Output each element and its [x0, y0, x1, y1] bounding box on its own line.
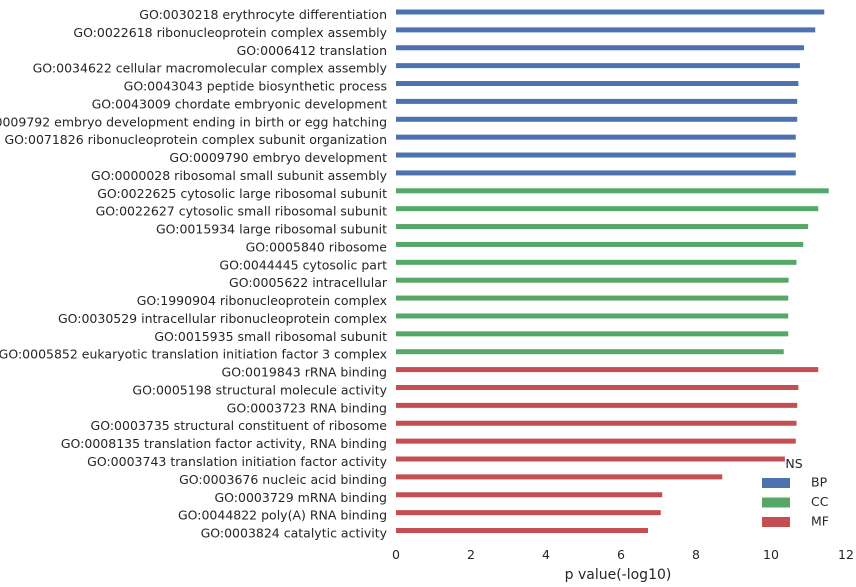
category-label: GO:0022625 cytosolic large ribosomal sub…: [97, 186, 387, 201]
category-label: GO:0005198 structural molecule activity: [132, 382, 387, 397]
category-label: GO:0019843 rRNA binding: [222, 365, 387, 380]
category-label: GO:0044445 cytosolic part: [219, 257, 387, 272]
bar-cc: [396, 241, 804, 247]
category-label: GO:0034622 cellular macromolecular compl…: [33, 61, 388, 76]
bar-mf: [396, 367, 819, 373]
category-label: GO:0005852 eukaryotic translation initia…: [0, 347, 387, 362]
category-label: GO:0003735 structural constituent of rib…: [91, 418, 388, 433]
category-label: GO:0015934 large ribosomal subunit: [156, 222, 387, 237]
x-tick-label: 4: [542, 547, 550, 562]
category-label: GO:0071826 ribonucleoprotein complex sub…: [4, 132, 387, 147]
bar-cc: [396, 331, 789, 337]
legend-title: NS: [785, 456, 802, 471]
category-label: GO:0005840 ribosome: [246, 239, 388, 254]
bar-cc: [396, 188, 829, 194]
category-label: GO:0003743 translation initiation factor…: [87, 454, 387, 469]
category-label: GO:0015935 small ribosomal subunit: [154, 329, 387, 344]
bar-mf: [396, 384, 799, 390]
x-tick-label: 8: [692, 547, 700, 562]
category-label: GO:0008135 translation factor activity, …: [61, 436, 387, 451]
category-label: GO:0044822 poly(A) RNA binding: [178, 508, 387, 523]
bar-mf: [396, 402, 798, 408]
legend-swatch-bp: [762, 478, 790, 488]
bar-cc: [396, 313, 789, 319]
legend-entries: BP CC MF: [762, 475, 829, 529]
bar-mf: [396, 528, 648, 534]
bar-bp: [396, 170, 796, 176]
category-labels: GO:0030218 erythrocyte differentiation GO…: [0, 7, 388, 541]
category-label: GO:0006412 translation: [237, 43, 387, 58]
bar-mf: [396, 474, 723, 480]
bar-cc: [396, 224, 809, 230]
legend-swatch-cc: [762, 497, 790, 508]
x-axis-ticks: 0 2 4 6 8 10 12: [392, 547, 854, 562]
category-label: GO:0003676 nucleic acid binding: [179, 472, 387, 487]
bar-bp: [396, 152, 796, 158]
bar-cc: [396, 277, 789, 283]
bar-cc: [396, 349, 784, 355]
x-tick-label: 10: [763, 547, 779, 562]
legend-label-bp: BP: [811, 475, 828, 490]
bar-cc: [396, 206, 819, 212]
bar-bp: [396, 27, 816, 33]
category-label: GO:1990904 ribonucleoprotein complex: [137, 293, 387, 308]
x-tick-label: 12: [838, 547, 854, 562]
category-label: GO:0000028 ribosomal small subunit assem…: [91, 168, 388, 183]
bar-bp: [396, 81, 799, 87]
bar-mf: [396, 438, 796, 444]
bar-cc: [396, 295, 789, 301]
legend-label-mf: MF: [811, 514, 829, 529]
category-label: GO:0009790 embryo development: [169, 150, 387, 165]
bar-bp: [396, 98, 798, 104]
x-tick-label: 6: [617, 547, 625, 562]
bar-mf: [396, 420, 797, 426]
bar-bp: [396, 116, 798, 122]
category-label: GO:0030218 erythrocyte differentiation: [139, 7, 387, 22]
bar-cc: [396, 259, 797, 265]
bar-bp: [396, 63, 800, 69]
category-label: GO:0005622 intracellular: [229, 275, 388, 290]
category-label: GO:0043043 peptide biosynthetic process: [124, 79, 387, 94]
bar-mf: [396, 492, 663, 498]
category-label: GO:0003824 catalytic activity: [201, 526, 388, 541]
category-label: GO:0003723 RNA binding: [227, 400, 387, 415]
legend: NS BP CC MF: [762, 456, 829, 529]
category-label: GO:0009792 embryo development ending in …: [0, 114, 387, 129]
x-tick-label: 2: [467, 547, 475, 562]
category-label: GO:0030529 intracellular ribonucleoprote…: [58, 311, 387, 326]
bars-layer: [396, 9, 829, 534]
bar-mf: [396, 510, 661, 516]
legend-label-cc: CC: [811, 494, 829, 509]
bar-mf: [396, 456, 785, 462]
category-label: GO:0022627 cytosolic small ribosomal sub…: [96, 204, 388, 219]
bar-bp: [396, 134, 796, 140]
bar-bp: [396, 9, 825, 15]
category-label: GO:0003729 mRNA binding: [215, 490, 388, 505]
legend-swatch-mf: [762, 517, 790, 527]
category-label: GO:0022618 ribonucleoprotein complex ass…: [73, 25, 387, 40]
x-axis-title: p value(-log10): [565, 567, 672, 583]
category-label: GO:0043009 chordate embryonic developmen…: [92, 96, 387, 111]
bar-bp: [396, 45, 804, 51]
x-tick-label: 0: [392, 547, 400, 562]
